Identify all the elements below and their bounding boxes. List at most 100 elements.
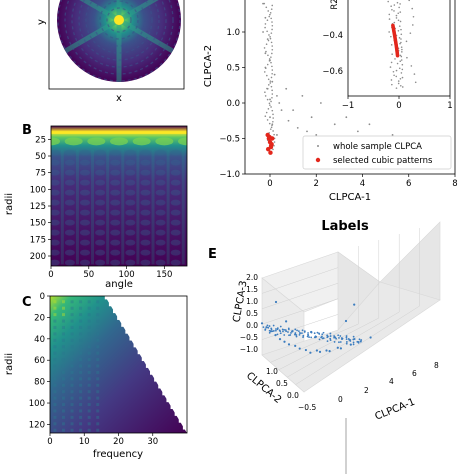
point-3d	[276, 328, 279, 331]
ring-19	[99, 0, 139, 40]
blob	[170, 259, 181, 266]
panel-e-letter: E	[208, 247, 217, 262]
point-3d	[298, 347, 301, 350]
cell	[96, 358, 100, 362]
blob	[140, 209, 151, 216]
xtick-e-5: 8	[434, 361, 439, 370]
ytick-label: 40	[34, 335, 45, 345]
cell	[70, 351, 74, 355]
ytick-label: 75	[35, 169, 46, 179]
point-whole-sample	[265, 43, 268, 46]
blob	[110, 169, 121, 176]
point-3d	[294, 344, 297, 347]
point-whole-sample	[269, 116, 271, 119]
cell	[87, 338, 91, 342]
cell	[87, 313, 91, 317]
point-3d	[333, 335, 336, 338]
point-3d	[271, 330, 274, 333]
point-3d	[327, 335, 329, 338]
point-whole-sample	[269, 36, 271, 38]
stair-step	[178, 419, 316, 423]
point-whole-sample	[267, 108, 270, 110]
point-whole-sample	[264, 91, 266, 94]
xtick-label: 20	[113, 437, 124, 447]
point-3d	[329, 337, 332, 340]
ring-61	[57, 0, 181, 82]
point-3d	[353, 303, 356, 306]
cell	[61, 396, 65, 400]
ytick-label: 120	[29, 420, 45, 430]
cell	[79, 383, 83, 387]
point-whole-sample	[271, 21, 273, 23]
inset-point-gray	[400, 55, 403, 58]
stair-step	[129, 337, 267, 341]
point-whole-sample	[264, 23, 267, 25]
blob	[125, 209, 136, 216]
cell	[70, 403, 74, 407]
point-whole-sample	[315, 134, 318, 136]
point-whole-sample	[368, 123, 371, 126]
point-3d	[349, 339, 351, 341]
cell	[61, 332, 65, 336]
point-3d	[295, 335, 298, 338]
point-whole-sample	[391, 134, 394, 136]
point-3d	[281, 328, 284, 331]
stripe-115	[136, 149, 140, 265]
xtick-label: 6	[406, 179, 411, 189]
cell	[53, 396, 57, 400]
blob	[95, 209, 106, 216]
blob	[110, 239, 121, 246]
cell	[61, 364, 65, 368]
cell	[79, 390, 83, 394]
cell	[87, 319, 91, 323]
blob	[51, 249, 60, 256]
blob	[64, 249, 75, 256]
point-whole-sample	[273, 133, 275, 136]
point-whole-sample	[269, 104, 271, 106]
blob	[125, 229, 136, 236]
point-whole-sample	[271, 93, 274, 95]
panel-b-texture	[51, 131, 187, 266]
ytick-e-3: 0.5	[276, 379, 288, 388]
cell	[53, 377, 57, 381]
point-3d	[307, 332, 309, 334]
stripe-155	[166, 149, 170, 265]
point-whole-sample	[280, 109, 283, 111]
lobe-120	[132, 137, 151, 146]
inset-ytick-2: −0.6	[322, 67, 343, 77]
point-whole-sample	[267, 78, 270, 81]
point-3d	[328, 350, 331, 353]
spoke-3	[64, 0, 121, 23]
point-3d	[345, 336, 348, 339]
blob	[95, 179, 106, 186]
blob	[170, 149, 181, 156]
cell	[79, 345, 83, 349]
cell	[87, 390, 91, 394]
point-3d	[369, 336, 372, 339]
point-3d	[307, 334, 310, 337]
cell	[53, 345, 57, 349]
point-whole-sample	[271, 48, 274, 51]
cell	[79, 409, 83, 413]
blob	[95, 159, 106, 166]
point-whole-sample	[268, 15, 271, 18]
blob	[80, 189, 90, 196]
cell	[70, 383, 74, 387]
panel-a-frame	[48, 0, 185, 90]
cell	[70, 415, 74, 419]
cell	[61, 358, 65, 362]
inset-point-gray	[398, 67, 401, 70]
cell	[96, 306, 100, 310]
inset-point-gray	[409, 32, 412, 34]
point-whole-sample	[271, 109, 274, 112]
blob	[170, 189, 181, 196]
point-3d	[336, 346, 339, 349]
xtick-label: 0	[48, 270, 53, 280]
inset-point-gray	[401, 51, 403, 53]
point-whole-sample	[267, 10, 270, 12]
xtick-label: 150	[156, 270, 172, 280]
inset-point-gray	[388, 18, 391, 20]
cell	[70, 306, 74, 310]
point-whole-sample	[276, 95, 278, 97]
